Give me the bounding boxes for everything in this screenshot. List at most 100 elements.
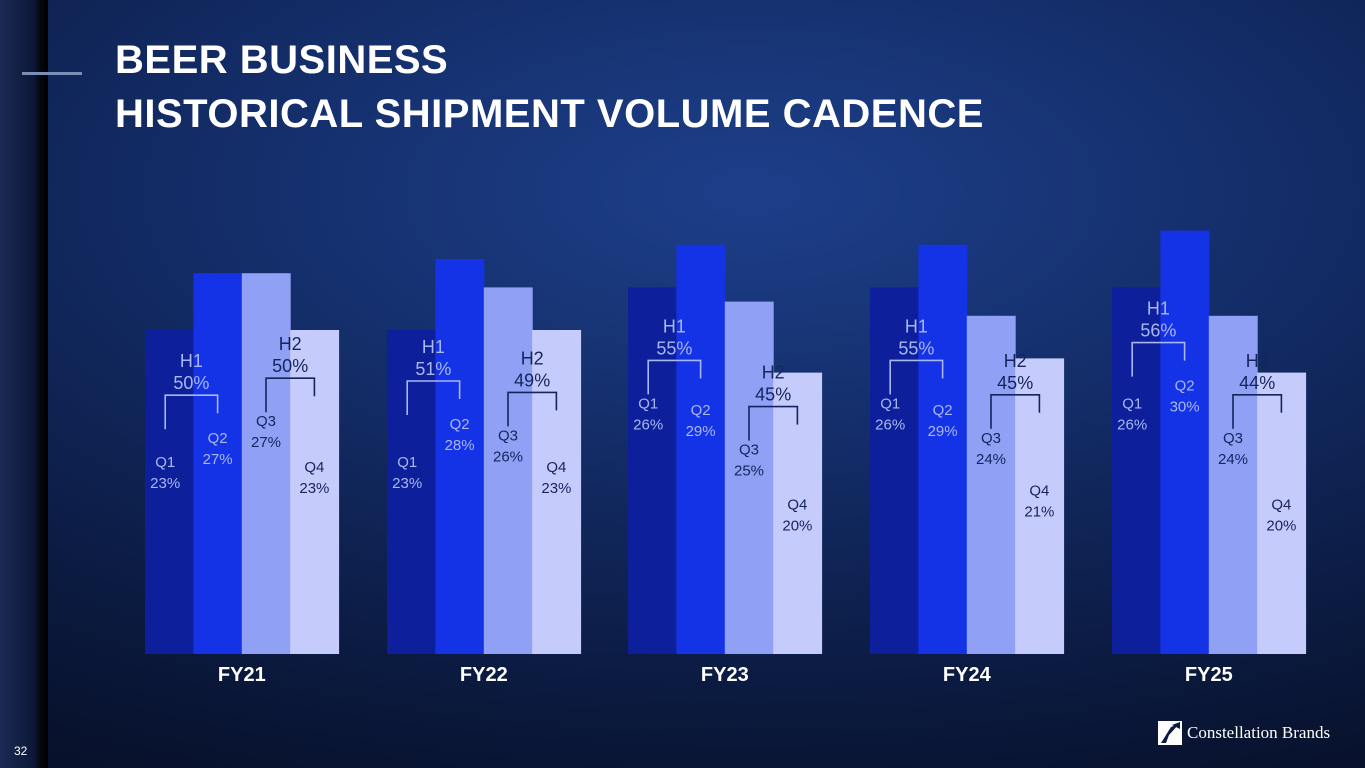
value-fy22-h2: 49% [514,370,550,390]
label-fy22-q1: Q1 [397,454,417,471]
label-fy22-h1: H1 [422,337,445,357]
bar-fy23-q3 [724,301,774,654]
value-fy21-h1: 50% [173,373,209,393]
bar-fy21-q3 [241,273,291,654]
value-fy22-q1: 23% [392,475,422,492]
label-fy22-h2: H2 [521,348,544,368]
bar-fy25-q4 [1257,372,1307,654]
bracket-fy24-h1 [889,359,944,395]
value-fy21-q1: 23% [150,475,180,492]
bar-fy25-q3 [1208,315,1258,654]
bar-fy21-q1 [145,330,194,654]
label-fy23-h1: H1 [663,316,686,336]
bracket-fy21-h1 [164,394,219,430]
value-fy25-q4: 20% [1266,518,1296,535]
bar-fy23-q2 [676,244,726,655]
category-label-fy25: FY25 [1185,664,1233,686]
slide-title-line-1: BEER BUSINESS [115,38,449,82]
value-fy24-h2: 45% [997,373,1033,393]
bar-fy22-q4 [532,330,582,654]
label-fy23-h2: H2 [762,363,785,383]
label-fy25-h1: H1 [1147,299,1170,319]
category-label-fy23: FY23 [701,664,749,686]
value-fy24-q2: 29% [928,423,958,440]
bracket-fy23-h2 [748,405,799,441]
value-fy22-q4: 23% [541,480,571,497]
bracket-fy25-h2 [1232,394,1283,429]
label-fy21-h1: H1 [180,351,203,371]
bracket-fy22-h1 [406,380,461,415]
bracket-fy25-h1 [1131,341,1186,377]
constellation-brands-mark-icon [1158,721,1182,745]
value-fy21-q3: 27% [251,434,281,451]
logo-text: Constellation Brands [1187,723,1331,742]
value-fy24-q4: 21% [1024,503,1054,520]
bar-fy24-q3 [966,315,1016,654]
value-fy23-q2: 29% [686,423,716,440]
value-fy25-q1: 26% [1117,416,1147,433]
label-fy22-q3: Q3 [498,427,518,444]
label-fy25-q4: Q4 [1271,497,1291,514]
value-fy21-q2: 27% [203,451,233,468]
label-fy21-q1: Q1 [155,454,175,471]
value-fy25-q2: 30% [1170,399,1200,416]
bracket-fy24-h2 [990,394,1041,429]
value-fy22-h1: 51% [415,359,451,379]
label-fy23-q4: Q4 [787,497,807,514]
label-fy25-q3: Q3 [1223,430,1243,447]
value-fy23-q4: 20% [782,518,812,535]
label-fy24-q1: Q1 [880,395,900,412]
value-fy23-q1: 26% [633,416,663,433]
label-fy24-h2: H2 [1004,351,1027,371]
label-fy21-q3: Q3 [256,413,276,430]
value-fy25-h2: 44% [1239,373,1275,393]
slide-title-line-2: HISTORICAL SHIPMENT VOLUME CADENCE [115,92,984,136]
bracket-fy21-h2 [265,377,316,413]
label-fy22-q4: Q4 [546,459,566,476]
bracket-fy22-h2 [507,391,558,427]
label-fy25-q2: Q2 [1175,378,1195,395]
bar-fy25-q1 [1112,287,1161,654]
label-fy25-q1: Q1 [1122,395,1142,412]
label-fy24-q3: Q3 [981,430,1001,447]
left-accent-bar [0,0,48,768]
label-fy24-q2: Q2 [933,402,953,419]
label-fy22-q2: Q2 [450,416,470,433]
label-fy21-q2: Q2 [208,430,228,447]
bar-fy21-q2 [193,273,243,654]
value-fy22-q3: 26% [493,448,523,465]
bar-fy22-q1 [387,330,436,654]
label-fy25-h2: H2 [1246,351,1269,371]
bar-fy22-q3 [483,287,533,654]
bar-fy24-q2 [918,244,968,655]
bar-fy22-q2 [435,259,485,654]
bar-fy25-q2 [1160,230,1210,654]
value-fy23-q3: 25% [734,463,764,480]
company-logo: Constellation Brands [1158,721,1330,745]
label-fy23-q3: Q3 [739,442,759,459]
value-fy23-h2: 45% [755,385,791,405]
value-fy24-q3: 24% [976,451,1006,468]
page-number: 32 [14,744,28,758]
value-fy23-h1: 55% [656,338,692,358]
value-fy21-q4: 23% [299,480,329,497]
label-fy23-q1: Q1 [638,395,658,412]
label-fy23-q2: Q2 [691,402,711,419]
bar-fy23-q1 [628,287,677,654]
bracket-fy23-h1 [647,359,702,395]
label-fy24-h1: H1 [905,316,928,336]
value-fy24-h1: 55% [898,338,934,358]
value-fy25-h1: 56% [1140,321,1176,341]
category-label-fy24: FY24 [943,664,992,686]
value-fy22-q2: 28% [445,437,475,454]
label-fy21-q4: Q4 [304,459,324,476]
value-fy24-q1: 26% [875,416,905,433]
value-fy25-q3: 24% [1218,451,1248,468]
label-fy24-q4: Q4 [1029,482,1049,499]
title-rule [22,72,82,75]
bar-fy24-q1 [870,287,919,654]
category-label-fy21: FY21 [218,664,266,686]
category-label-fy22: FY22 [460,664,508,686]
value-fy21-h2: 50% [272,356,308,376]
